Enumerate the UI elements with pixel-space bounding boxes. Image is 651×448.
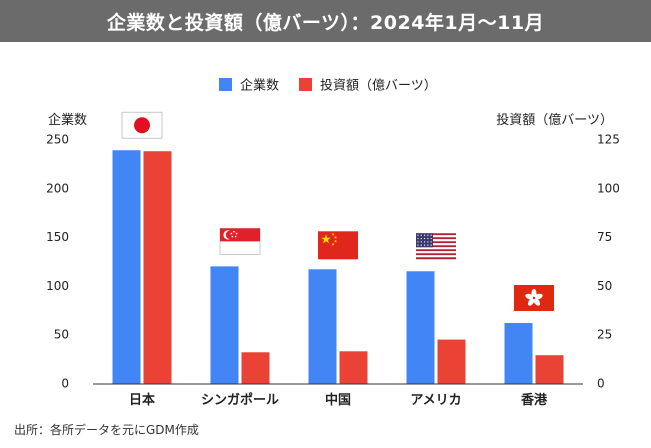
- usa-flag-star: [430, 244, 432, 246]
- china-flag-small-star: [333, 239, 338, 243]
- y-tick-right: 0: [597, 377, 605, 391]
- singapore-flag-moon-cut: [225, 230, 235, 240]
- axes: 企業数 投資額（億バーツ） 0 50 100 150 200 250 0 25 50 75 100 125…: [46, 112, 620, 408]
- usa-flag-star: [424, 244, 426, 246]
- y-tick-right: 125: [597, 133, 620, 147]
- bar-company-count: [112, 150, 141, 384]
- y-tick-left: 0: [61, 377, 69, 391]
- y-tick-right: 100: [597, 181, 620, 195]
- legend: 企業数 投資額（億バーツ）: [219, 78, 437, 94]
- usa-flag-star: [424, 234, 426, 236]
- usa-flag-stripe: [416, 241, 456, 244]
- china-flag-small-star: [331, 232, 335, 236]
- usa-flag-stripe: [416, 249, 456, 252]
- usa-flag: [416, 233, 456, 260]
- usa-flag-stripe: [416, 235, 456, 238]
- legend-swatch: [299, 78, 313, 91]
- usa-flag-star: [417, 241, 419, 243]
- usa-flag-stripe: [416, 247, 456, 250]
- china-flag-small-star: [331, 242, 335, 246]
- singapore-flag-star: [233, 230, 235, 233]
- china-flag-small-star: [333, 235, 338, 239]
- y-tick-left: 50: [54, 328, 69, 342]
- bar-investment: [339, 351, 368, 384]
- usa-flag-stripe: [416, 233, 456, 236]
- usa-flag-star: [430, 234, 432, 236]
- singapore-flag-star: [230, 232, 233, 235]
- china-flag-field: [318, 231, 358, 260]
- usa-flag-canton: [416, 233, 433, 248]
- legend-label: 企業数: [240, 78, 279, 94]
- singapore-flag: [219, 227, 261, 255]
- y-tick-right: 25: [597, 328, 612, 342]
- hongkong-flag-petal: [527, 297, 535, 306]
- hongkong-flag-center: [532, 296, 536, 300]
- singapore-flag-star: [231, 235, 234, 238]
- usa-flag-star: [420, 244, 422, 246]
- bar-investment: [143, 151, 172, 384]
- usa-flag-star: [427, 234, 429, 236]
- usa-flag-star: [427, 237, 429, 240]
- usa-flag-star: [424, 241, 426, 243]
- usa-flag-stripe: [416, 253, 456, 256]
- bar-company-count: [210, 266, 239, 384]
- flags: [121, 111, 554, 311]
- bar-investment: [437, 339, 466, 384]
- x-tick-label: アメリカ: [410, 393, 461, 408]
- japan-flag-disc: [134, 117, 150, 134]
- x-tick-label: シンガポール: [201, 392, 279, 408]
- usa-flag-star: [430, 237, 432, 240]
- legend-label: 投資額（億バーツ）: [320, 78, 437, 94]
- singapore-flag-star: [234, 235, 237, 238]
- usa-flag-star: [417, 234, 419, 236]
- usa-flag-stripe: [416, 245, 456, 248]
- japan-flag: [121, 111, 163, 139]
- china-flag-big-star: [321, 234, 331, 244]
- usa-flag-stripe: [416, 251, 456, 254]
- y-tick-right: 50: [597, 279, 612, 293]
- source-note: 出所：各所データを元にGDM作成: [14, 423, 199, 437]
- x-tick-label: 中国: [325, 392, 351, 408]
- singapore-flag-star: [235, 232, 238, 235]
- usa-flag-stripe: [416, 255, 456, 258]
- y-tick-left: 150: [46, 230, 69, 244]
- legend-swatch: [219, 78, 232, 91]
- usa-flag-star: [417, 237, 419, 240]
- usa-flag-stripe: [416, 239, 456, 242]
- y-tick-left: 100: [46, 279, 69, 293]
- usa-flag-star: [427, 241, 429, 243]
- y-tick-left: 200: [46, 181, 69, 195]
- y-tick-left: 250: [46, 133, 69, 147]
- usa-flag-star: [417, 244, 419, 246]
- usa-flag-star: [430, 241, 432, 243]
- usa-flag-star: [424, 237, 426, 240]
- usa-flag-stripe: [416, 257, 456, 260]
- usa-flag-star: [420, 237, 422, 240]
- bar-company-count: [308, 269, 337, 384]
- bars: [112, 150, 564, 384]
- y-axis-left-title: 企業数: [48, 112, 87, 128]
- x-tick-label: 日本: [129, 392, 155, 408]
- bar-company-count: [504, 322, 533, 384]
- y-tick-right: 75: [597, 230, 612, 244]
- hongkong-flag-petal: [533, 297, 541, 306]
- hongkong-flag-petal: [525, 293, 535, 300]
- usa-flag-star: [420, 234, 422, 236]
- usa-flag-star: [427, 244, 429, 246]
- china-flag: [318, 231, 358, 260]
- usa-flag-stripe: [416, 237, 456, 240]
- bar-investment: [535, 355, 564, 384]
- usa-flag-star: [420, 241, 422, 243]
- chart-title: 企業数と投資額（億バーツ）：2024年1月〜11月: [0, 0, 651, 42]
- bar-company-count: [406, 271, 435, 384]
- y-axis-right-title: 投資額（億バーツ）: [496, 112, 613, 128]
- bar-investment: [241, 352, 270, 384]
- hongkong-flag: [514, 284, 554, 311]
- usa-flag-stripe: [416, 243, 456, 246]
- x-tick-label: 香港: [520, 392, 548, 408]
